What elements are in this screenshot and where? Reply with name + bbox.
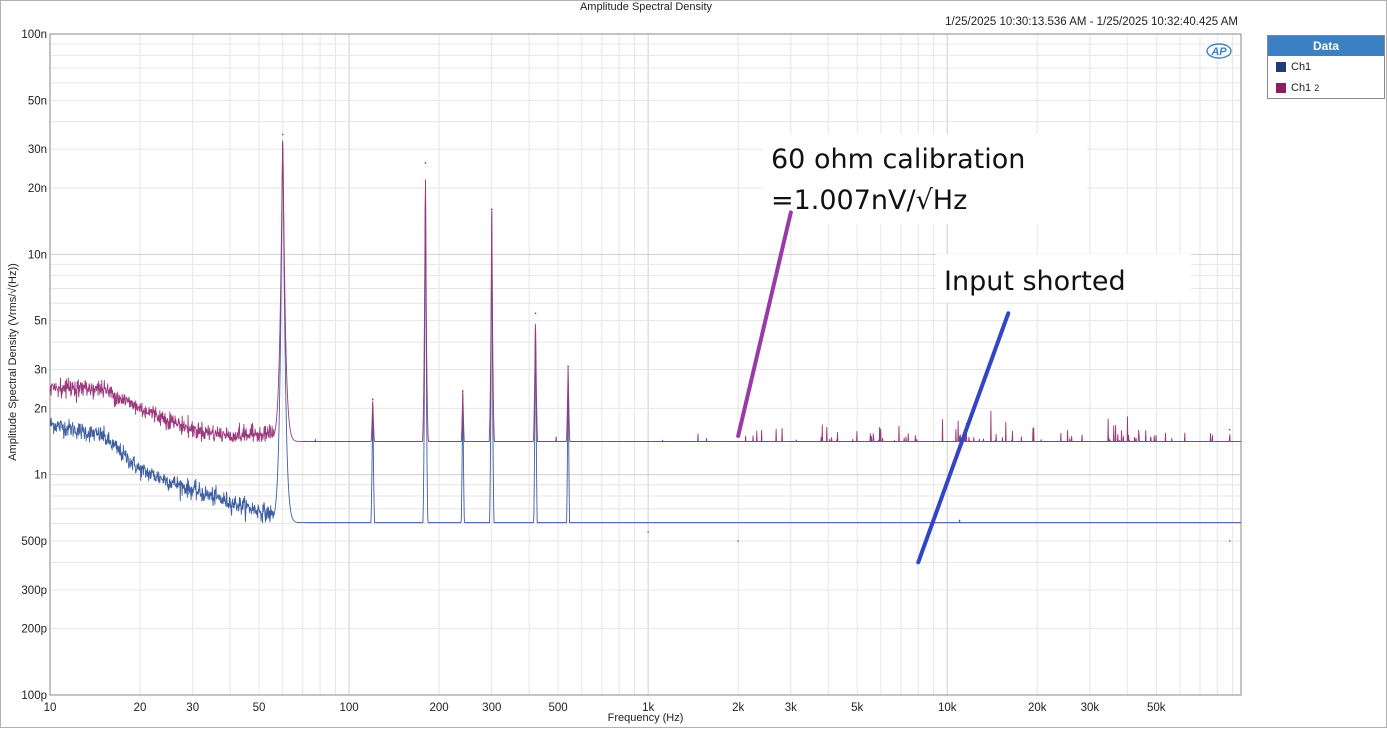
legend-item-ch1[interactable]: Ch1: [1268, 56, 1384, 77]
legend-item-ch1-2[interactable]: Ch1 2: [1268, 77, 1384, 98]
x-tick-label: 30k: [1081, 702, 1100, 714]
y-tick-label: 2n: [34, 403, 47, 415]
y-tick-label: 100p: [21, 690, 47, 702]
legend-swatch: [1276, 82, 1286, 93]
x-tick-label: 300: [482, 702, 501, 714]
x-tick-label: 2k: [732, 702, 744, 714]
x-tick-label: 500: [549, 702, 568, 714]
x-axis-label: Frequency (Hz): [607, 712, 684, 724]
x-tick-label: 30: [186, 702, 199, 714]
x-tick-label: 50k: [1147, 702, 1166, 714]
ap-logo: AP: [1206, 43, 1232, 59]
y-tick-label: 500p: [21, 536, 47, 548]
peak-marker: [281, 133, 284, 136]
annotation-arrow-calibration: [736, 210, 793, 438]
peak-marker: [737, 540, 739, 542]
annotation-label-shorted: Input shorted: [944, 266, 1126, 297]
peak-marker: [490, 208, 493, 211]
annotation-label-calibration: 60 ohm calibration: [771, 144, 1025, 175]
series-line-ch1-2: [49, 140, 1242, 442]
x-tick-label: 50: [253, 702, 266, 714]
x-tick-label: 20: [134, 702, 147, 714]
legend-swatch: [1276, 61, 1286, 72]
legend-label: Ch1: [1291, 60, 1312, 73]
peak-marker: [424, 162, 427, 164]
legend-sublabel: 2: [1314, 82, 1320, 93]
x-tick-label: 20k: [1028, 702, 1047, 714]
legend: Data Ch1 Ch1 2: [1267, 35, 1385, 99]
peak-marker: [534, 312, 537, 315]
annotation-label-calibration-value: =1.007nV/√Hz: [771, 185, 967, 216]
y-tick-label: 5n: [34, 316, 47, 328]
annotation-box: [936, 254, 1191, 302]
y-tick-label: 10n: [28, 249, 47, 261]
peak-marker: [647, 531, 649, 533]
chart-title: Amplitude Spectral Density: [579, 1, 713, 13]
x-tick-label: 10: [44, 702, 57, 714]
x-tick-label: 1k: [642, 702, 654, 714]
svg-text:AP: AP: [1210, 46, 1227, 58]
peak-marker: [1228, 428, 1231, 431]
peak-marker: [461, 390, 464, 392]
y-tick-label: 20n: [28, 183, 47, 195]
x-tick-label: 5k: [851, 702, 863, 714]
peak-marker: [1228, 540, 1231, 542]
y-tick-label: 1n: [34, 470, 47, 482]
y-tick-label: 30n: [28, 144, 47, 156]
y-tick-label: 50n: [28, 95, 47, 107]
x-tick-label: 3k: [785, 702, 797, 714]
peak-marker: [958, 519, 961, 522]
y-tick-label: 100n: [21, 29, 47, 41]
series-line-ch1: [49, 141, 1242, 524]
x-tick-label: 100: [339, 702, 358, 714]
x-tick-label: 10k: [938, 702, 957, 714]
annotation-box: [763, 134, 1087, 224]
peak-marker: [371, 398, 374, 401]
annotation-arrow-shorted: [916, 311, 1011, 565]
peak-marker: [567, 365, 569, 368]
legend-label: Ch1: [1291, 81, 1312, 94]
y-tick-label: 300p: [21, 585, 47, 597]
legend-title: Data: [1268, 36, 1384, 56]
y-tick-label: 3n: [34, 365, 47, 377]
plot-border: [49, 33, 1242, 696]
y-tick-label: 200p: [21, 624, 47, 636]
time-range: 1/25/2025 10:30:13.536 AM - 1/25/2025 10…: [945, 16, 1238, 28]
x-tick-label: 200: [430, 702, 449, 714]
